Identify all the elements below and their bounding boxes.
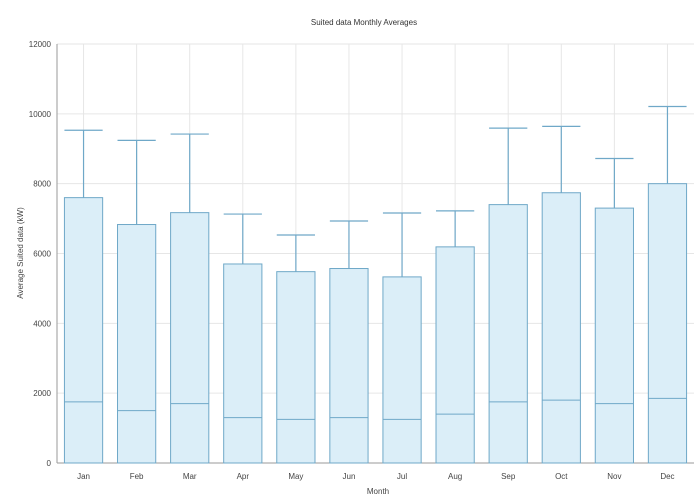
box-jan — [63, 129, 104, 464]
box-body — [170, 212, 210, 464]
x-tick-label: Sep — [501, 472, 516, 481]
chart-title: Suited data Monthly Averages — [311, 18, 417, 27]
box-aug — [435, 210, 475, 464]
box-feb — [117, 139, 157, 464]
x-axis-title: Month — [367, 487, 389, 496]
box-body — [435, 246, 475, 464]
y-tick-label: 12000 — [29, 40, 52, 49]
y-tick-label: 10000 — [29, 110, 52, 119]
x-tick-label: Nov — [607, 472, 621, 481]
x-tick-label: Aug — [448, 472, 462, 481]
box-oct — [541, 125, 581, 464]
box-body — [488, 204, 528, 464]
x-tick-label: Feb — [130, 472, 144, 481]
y-tick-label: 0 — [47, 459, 52, 468]
box-mar — [170, 133, 210, 464]
box-body — [223, 263, 263, 464]
box-sep — [488, 127, 528, 464]
x-tick-label: Oct — [555, 472, 568, 481]
box-apr — [223, 213, 263, 464]
box-body — [329, 268, 369, 464]
box-body — [382, 276, 422, 464]
box-jul — [382, 212, 422, 464]
axes — [56, 44, 694, 464]
x-tick-label: Jan — [77, 472, 90, 481]
x-tick-label: May — [288, 472, 303, 481]
y-tick-label: 6000 — [33, 250, 51, 259]
y-tick-label: 4000 — [33, 319, 51, 328]
box-body — [117, 224, 157, 464]
y-tick-label: 2000 — [33, 389, 51, 398]
box-jun — [329, 220, 369, 464]
box-may — [276, 234, 316, 464]
x-tick-label: Jun — [343, 472, 356, 481]
box-body — [647, 183, 688, 464]
x-tick-label: Apr — [237, 472, 250, 481]
x-tick-label: Jul — [397, 472, 407, 481]
box-body — [541, 192, 581, 464]
box-dec — [647, 105, 688, 464]
x-tick-label: Dec — [660, 472, 674, 481]
box-body — [276, 271, 316, 464]
x-tick-label: Mar — [183, 472, 197, 481]
box-body — [63, 197, 104, 464]
box-nov — [594, 157, 634, 464]
y-tick-label: 8000 — [33, 180, 51, 189]
box-body — [594, 207, 634, 464]
y-axis-title: Average Suited data (kW) — [16, 207, 25, 299]
tick-labels: 0 2000 4000 6000 8000 10000 12000 Jan Feb Mar Apr M… — [29, 40, 675, 481]
boxes — [63, 105, 688, 464]
